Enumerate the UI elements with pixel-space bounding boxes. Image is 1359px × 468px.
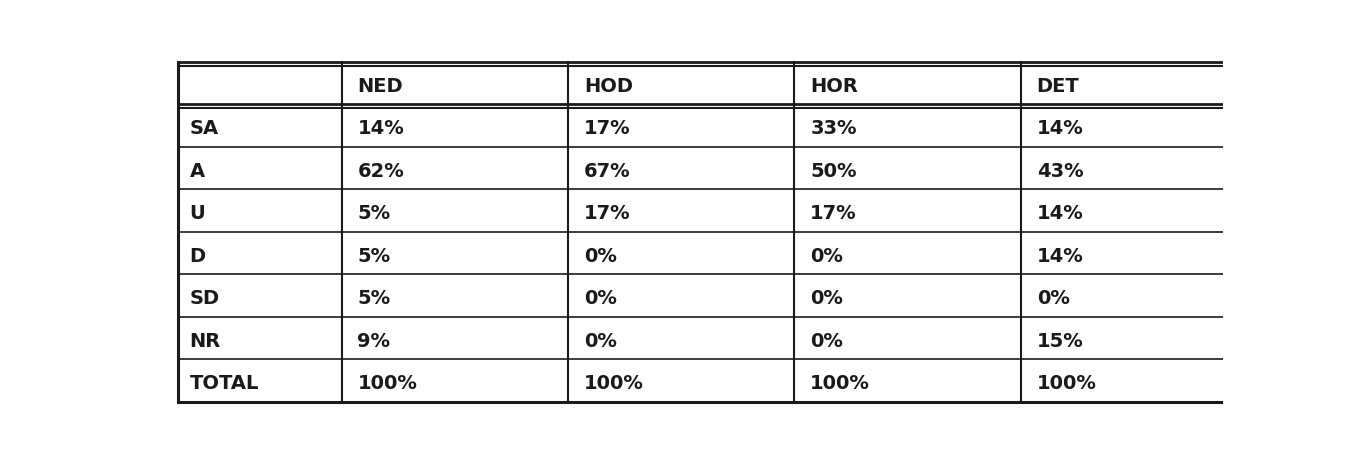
- Bar: [178, 274, 341, 317]
- Text: 100%: 100%: [357, 374, 417, 394]
- Text: HOR: HOR: [810, 77, 858, 96]
- Text: 14%: 14%: [1037, 205, 1083, 223]
- Text: 0%: 0%: [810, 289, 843, 308]
- Text: 17%: 17%: [584, 205, 631, 223]
- Bar: [795, 189, 1021, 232]
- Bar: [178, 62, 341, 104]
- Bar: [341, 189, 568, 232]
- Bar: [341, 359, 568, 402]
- Bar: [178, 189, 341, 232]
- Bar: [178, 359, 341, 402]
- Text: SD: SD: [190, 289, 220, 308]
- Bar: [568, 189, 795, 232]
- Bar: [341, 232, 568, 274]
- Text: 0%: 0%: [1037, 289, 1070, 308]
- Bar: [178, 232, 341, 274]
- Text: 43%: 43%: [1037, 162, 1083, 181]
- Text: 5%: 5%: [357, 247, 390, 266]
- Bar: [341, 104, 568, 146]
- Bar: [568, 274, 795, 317]
- Text: TOTAL: TOTAL: [190, 374, 260, 394]
- Bar: [568, 146, 795, 189]
- Bar: [1021, 359, 1248, 402]
- Bar: [178, 104, 341, 146]
- Text: 0%: 0%: [810, 332, 843, 351]
- Text: 62%: 62%: [357, 162, 404, 181]
- Text: 5%: 5%: [357, 205, 390, 223]
- Bar: [795, 232, 1021, 274]
- Bar: [1021, 232, 1248, 274]
- Bar: [795, 146, 1021, 189]
- Bar: [1021, 62, 1248, 104]
- Text: 50%: 50%: [810, 162, 856, 181]
- Text: 0%: 0%: [584, 247, 617, 266]
- Bar: [341, 62, 568, 104]
- Text: 100%: 100%: [584, 374, 644, 394]
- Text: 5%: 5%: [357, 289, 390, 308]
- Text: NR: NR: [190, 332, 222, 351]
- Bar: [795, 274, 1021, 317]
- Bar: [568, 359, 795, 402]
- Text: 100%: 100%: [810, 374, 870, 394]
- Text: A: A: [190, 162, 205, 181]
- Bar: [795, 104, 1021, 146]
- Bar: [795, 359, 1021, 402]
- Text: 0%: 0%: [810, 247, 843, 266]
- Bar: [795, 62, 1021, 104]
- Text: 14%: 14%: [1037, 119, 1083, 138]
- Text: 17%: 17%: [584, 119, 631, 138]
- Text: HOD: HOD: [584, 77, 633, 96]
- Text: 0%: 0%: [584, 332, 617, 351]
- Text: NED: NED: [357, 77, 404, 96]
- Bar: [568, 232, 795, 274]
- Text: 67%: 67%: [584, 162, 631, 181]
- Text: 100%: 100%: [1037, 374, 1097, 394]
- Bar: [1021, 317, 1248, 359]
- Bar: [1021, 274, 1248, 317]
- Text: 17%: 17%: [810, 205, 858, 223]
- Text: SA: SA: [190, 119, 219, 138]
- Bar: [568, 104, 795, 146]
- Bar: [178, 317, 341, 359]
- Text: DET: DET: [1037, 77, 1079, 96]
- Text: 33%: 33%: [810, 119, 856, 138]
- Text: 0%: 0%: [584, 289, 617, 308]
- Bar: [1021, 104, 1248, 146]
- Text: 14%: 14%: [1037, 247, 1083, 266]
- Text: D: D: [190, 247, 205, 266]
- Bar: [1021, 146, 1248, 189]
- Bar: [568, 317, 795, 359]
- Bar: [795, 317, 1021, 359]
- Bar: [341, 274, 568, 317]
- Bar: [1021, 189, 1248, 232]
- Text: 9%: 9%: [357, 332, 390, 351]
- Bar: [178, 146, 341, 189]
- Text: 14%: 14%: [357, 119, 404, 138]
- Bar: [341, 146, 568, 189]
- Text: U: U: [190, 205, 205, 223]
- Bar: [568, 62, 795, 104]
- Text: 15%: 15%: [1037, 332, 1083, 351]
- Bar: [341, 317, 568, 359]
